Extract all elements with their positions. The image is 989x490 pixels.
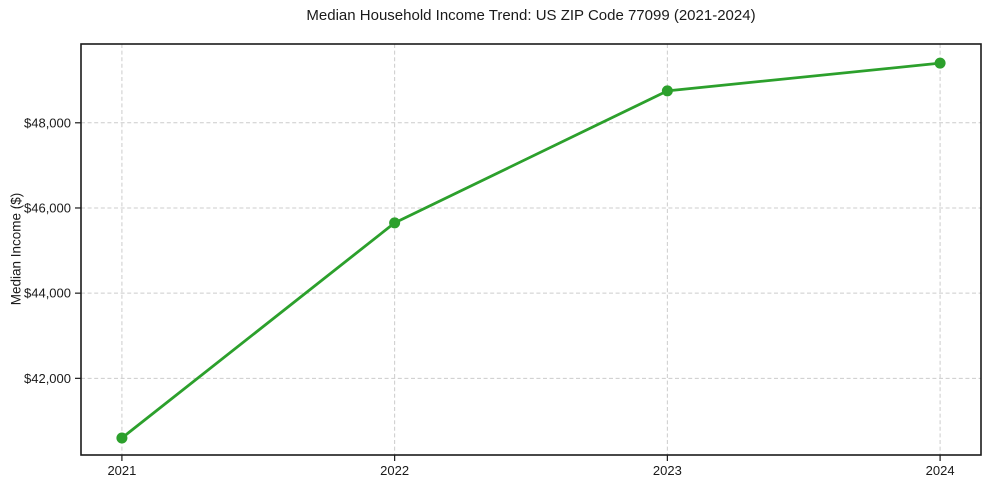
y-axis-label: Median Income ($) — [8, 192, 24, 306]
x-tick-label: 2023 — [653, 463, 682, 478]
data-point-2023 — [661, 85, 673, 97]
data-point-2024 — [934, 57, 946, 69]
x-tick-label: 2021 — [107, 463, 136, 478]
trend-line — [120, 61, 942, 440]
x-tick-label: 2024 — [926, 463, 955, 478]
y-tick-label: $42,000 — [24, 371, 71, 386]
axes-border — [80, 43, 982, 456]
y-tick-label: $46,000 — [24, 200, 71, 215]
data-point-2021 — [116, 432, 128, 444]
chart-title: Median Household Income Trend: US ZIP Co… — [306, 7, 756, 24]
x-tick-label: 2022 — [380, 463, 409, 478]
y-tick-label: $44,000 — [24, 286, 71, 301]
data-point-2022 — [389, 217, 401, 229]
y-tick-label: $48,000 — [24, 115, 71, 130]
